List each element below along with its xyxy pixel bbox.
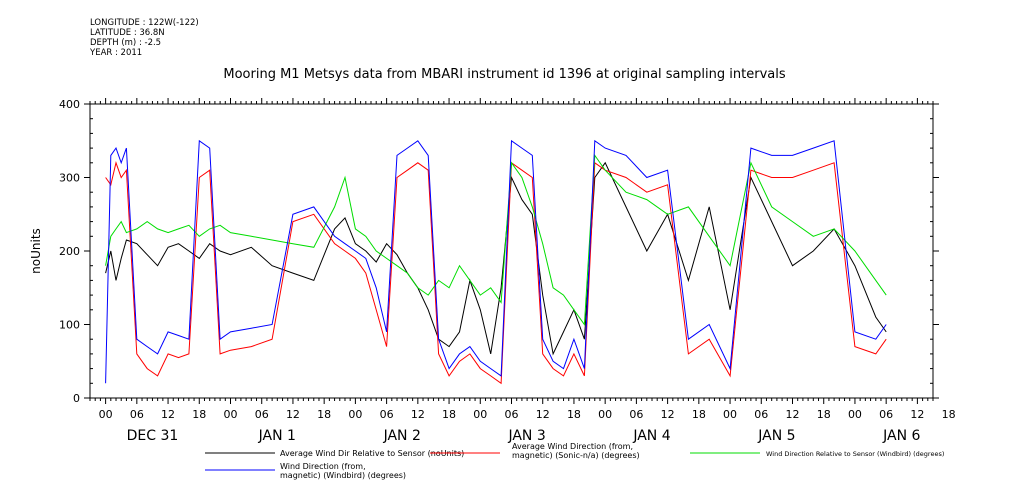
x-tick-label: 12 xyxy=(786,408,800,421)
y-tick-label: 400 xyxy=(59,98,80,111)
legend-label-1: Average Wind Dir Relative to Sensor (noU… xyxy=(280,449,464,458)
metadata-block: LONGITUDE : 122W(-122) LATITUDE : 36.8N … xyxy=(90,18,199,58)
x-tick-label: 00 xyxy=(598,408,612,421)
x-tick-label: 12 xyxy=(286,408,300,421)
longitude-text: LONGITUDE : 122W(-122) xyxy=(90,18,199,28)
y-tick-label: 100 xyxy=(59,319,80,332)
legend-label-4: magnetic) (Windbird) (degrees) xyxy=(280,471,406,480)
depth-text: DEPTH (m) : -2.5 xyxy=(90,38,162,48)
latitude-text: LATITUDE : 36.8N xyxy=(90,28,165,38)
y-axis-label: noUnits xyxy=(29,228,43,274)
legend-label-2: Average Wind Direction (from, xyxy=(512,442,633,451)
y-tick-label: 200 xyxy=(59,245,80,258)
x-tick-label: 18 xyxy=(442,408,456,421)
x-day-label: JAN 2 xyxy=(383,428,421,444)
x-tick-label: 06 xyxy=(130,408,144,421)
year-text: YEAR : 2011 xyxy=(90,48,143,58)
x-tick-label: 18 xyxy=(567,408,581,421)
x-tick-label: 06 xyxy=(879,408,893,421)
x-tick-label: 00 xyxy=(99,408,113,421)
x-tick-label: 06 xyxy=(255,408,269,421)
legend-label-2: magnetic) (Sonic-n/a) (degrees) xyxy=(512,451,640,460)
legend-label-3: Wind Direction Relative to Sensor (Windb… xyxy=(766,450,944,458)
x-tick-label: 06 xyxy=(754,408,768,421)
x-tick-label: 00 xyxy=(348,408,362,421)
x-tick-label: 18 xyxy=(692,408,706,421)
x-day-label: JAN 1 xyxy=(258,428,296,444)
series-line-2 xyxy=(105,161,887,385)
series-line-1 xyxy=(105,161,887,356)
x-tick-label: 18 xyxy=(192,408,206,421)
series-line-4 xyxy=(105,139,887,384)
x-tick-label: 00 xyxy=(848,408,862,421)
x-tick-label: 12 xyxy=(661,408,675,421)
x-tick-label: 12 xyxy=(910,408,924,421)
x-tick-label: 06 xyxy=(380,408,394,421)
chart-title: Mooring M1 Metsys data from MBARI instru… xyxy=(223,67,786,82)
x-day-label: JAN 3 xyxy=(507,428,545,444)
x-day-label: JAN 5 xyxy=(757,428,795,444)
legend-label-4: Wind Direction (from, xyxy=(280,462,366,471)
x-tick-label: 18 xyxy=(317,408,331,421)
y-tick-label: 0 xyxy=(73,392,80,405)
x-tick-label: 06 xyxy=(505,408,519,421)
y-tick-label: 300 xyxy=(59,172,80,185)
x-tick-label: 12 xyxy=(411,408,425,421)
x-day-label: DEC 31 xyxy=(127,428,179,444)
x-tick-label: 00 xyxy=(224,408,238,421)
x-tick-label: 00 xyxy=(473,408,487,421)
x-day-label: JAN 4 xyxy=(632,428,670,444)
x-tick-label: 06 xyxy=(629,408,643,421)
x-tick-label: 18 xyxy=(942,408,956,421)
x-day-label: JAN 6 xyxy=(882,428,920,444)
x-tick-label: 00 xyxy=(723,408,737,421)
x-tick-label: 18 xyxy=(817,408,831,421)
series-line-3 xyxy=(105,153,887,326)
x-tick-label: 12 xyxy=(161,408,175,421)
x-tick-label: 12 xyxy=(536,408,550,421)
